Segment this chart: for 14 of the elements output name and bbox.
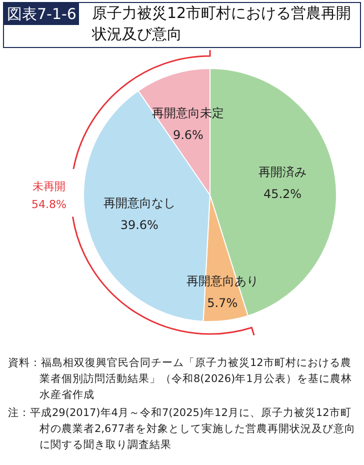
- data-label: 45.2%: [263, 187, 302, 201]
- slice-label: 再開意向なし: [103, 196, 176, 210]
- chart-title: 原子力被災12市町村における営農再開状況及び意向: [92, 3, 352, 45]
- text: 注：平成29(2017)年4月～令和7(2025)年12月に、原子力被災12市町村の農業者2,677者を対象として実施した営農再開状況及び意向に関する聞き取り調査結果: [8, 406, 357, 453]
- slice-label: 再開意向あり: [186, 274, 258, 288]
- data-label: 5.7%: [207, 296, 238, 310]
- text: 54.8%: [30, 198, 68, 211]
- data-label: 9.6%: [172, 128, 204, 142]
- slice-label: 再開意向未定: [152, 106, 224, 120]
- data-label: 39.6%: [120, 218, 158, 232]
- chart-subtitle: 図表7-1-6: [4, 3, 80, 25]
- text: 資料：福島相双復興官民合同チーム「原子力被災12市町村における農業者個別訪問活動結果」（令和8(2026)年1月公表）を基に農林水産省作成: [8, 356, 353, 403]
- slice-label: 再開済み: [258, 165, 307, 179]
- text: 未再開: [32, 179, 66, 194]
